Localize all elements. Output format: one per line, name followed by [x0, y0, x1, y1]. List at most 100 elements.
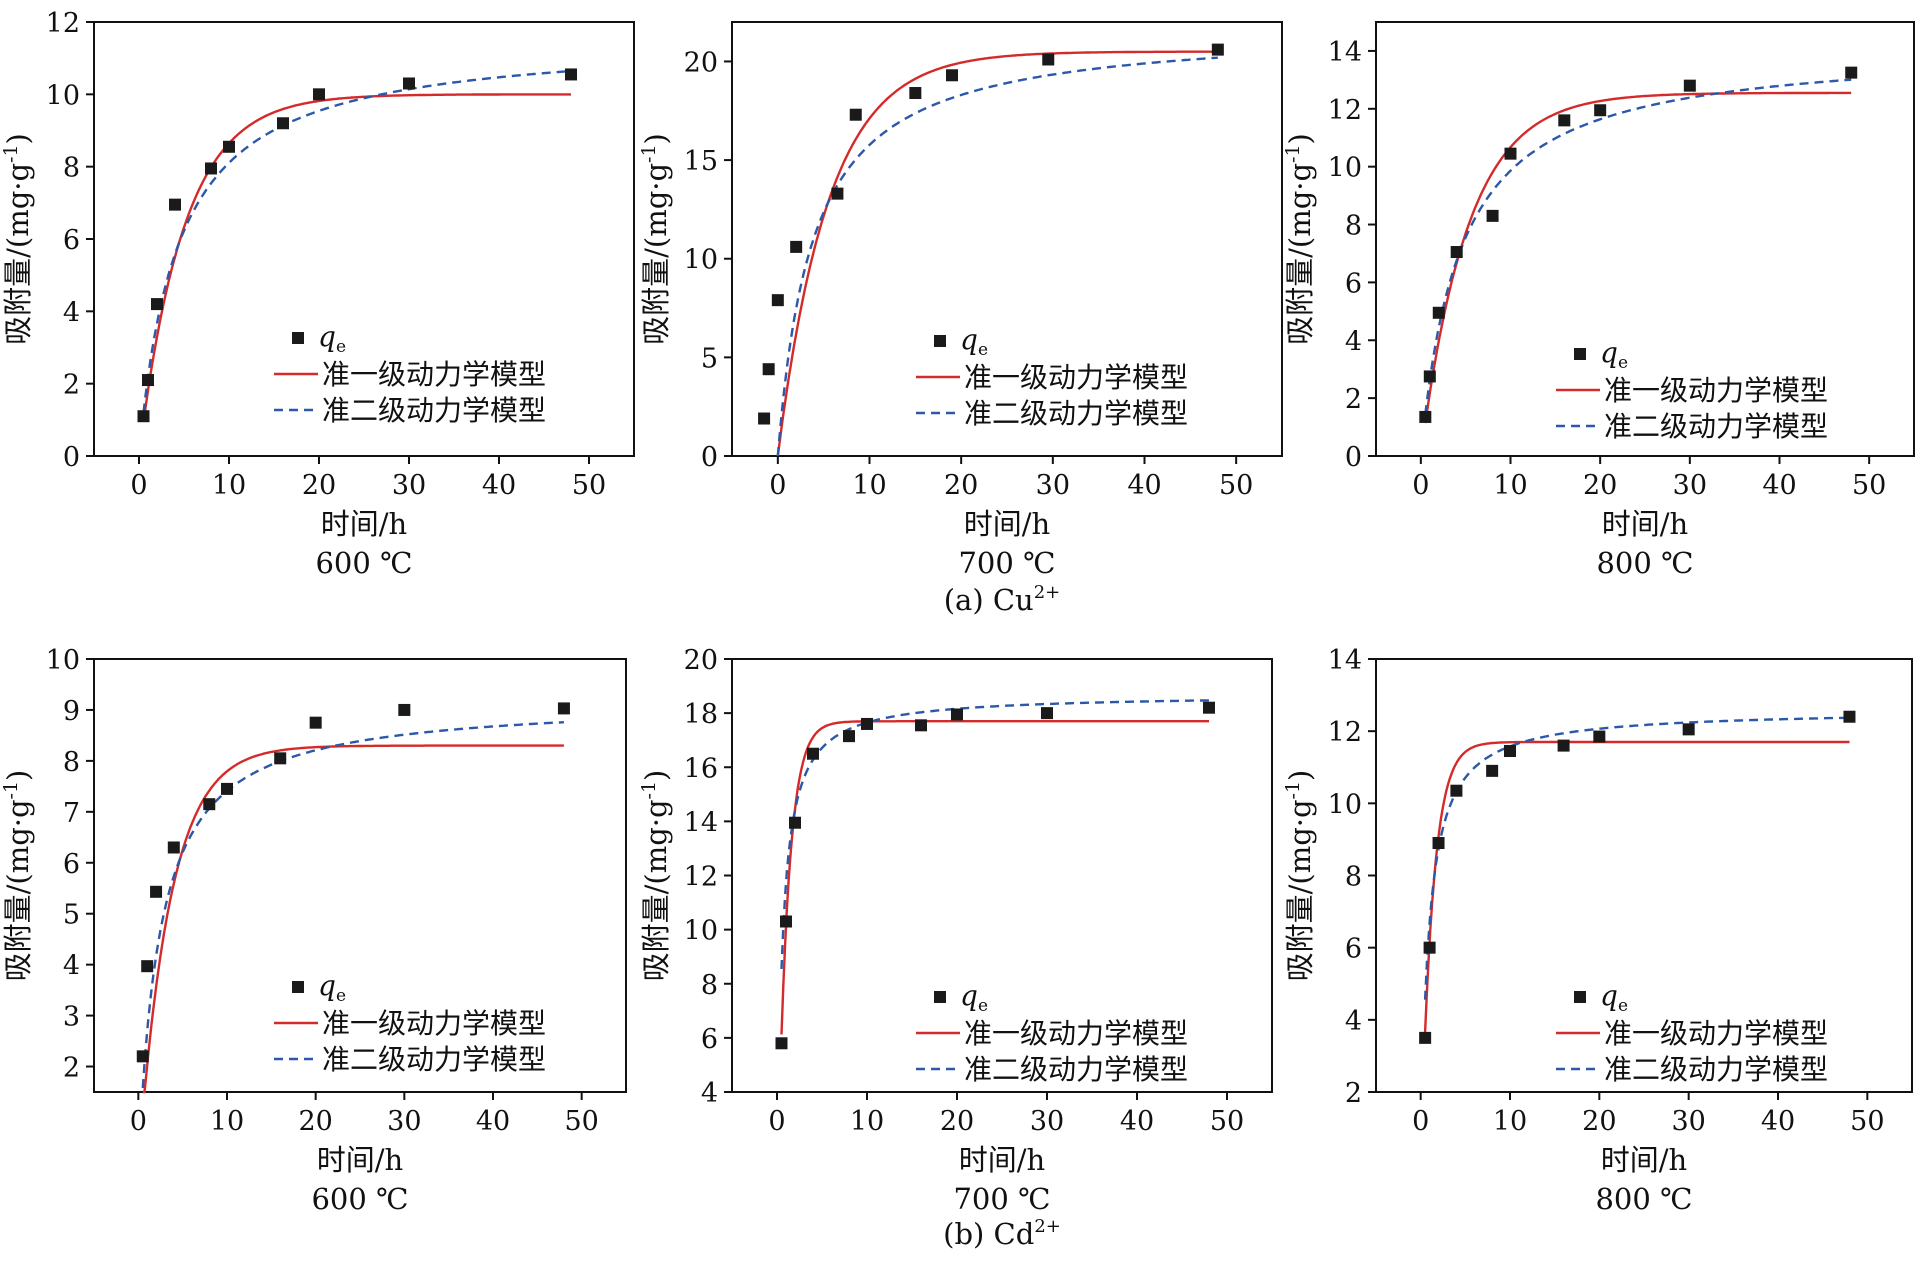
y-tick-label: 20: [684, 645, 718, 676]
x-axis-label: 时间/h: [1602, 507, 1688, 541]
legend-qe-label: qe: [1600, 979, 1628, 1016]
x-tick-label: 20: [940, 1106, 974, 1137]
legend-pso-label: 准二级动力学模型: [964, 1053, 1188, 1086]
qe-data-point: [946, 69, 958, 81]
chart-panel-2: 0 10 20 30 40 50 0 5 10 15 20 时间/h 700 ℃ 吸附量/(mg·g-1)…: [638, 22, 1282, 580]
qe-data-point: [951, 708, 963, 720]
x-tick-label: 50: [1852, 470, 1886, 501]
y-tick-label: 6: [701, 1024, 718, 1055]
qe-data-point: [861, 718, 873, 730]
legend: qe准一级动力学模型准二级动力学模型: [1556, 979, 1828, 1086]
x-tick-label: 0: [769, 470, 786, 501]
x-tick-label: 50: [564, 1106, 598, 1137]
y-tick-label: 4: [63, 297, 80, 328]
y-axis-label: 吸附量/(mg·g-1): [1282, 133, 1317, 345]
qe-data-point: [1558, 114, 1570, 126]
chart-panel-3: 0 10 20 30 40 5002468101214时间/h800 ℃吸附量/(mg·g…: [1282, 22, 1914, 580]
qe-data-point: [1212, 44, 1224, 56]
qe-data-point: [789, 817, 801, 829]
x-tick-label: 40: [482, 470, 516, 501]
qe-data-point: [150, 886, 162, 898]
x-tick-label: 30: [1036, 470, 1070, 501]
y-tick-label: 12: [1328, 717, 1362, 748]
x-tick-label: 20: [1583, 470, 1617, 501]
temperature-label: 800 ℃: [1596, 546, 1693, 580]
qe-data-point: [1843, 711, 1855, 723]
qe-data-point: [1451, 246, 1463, 258]
y-tick-label: 8: [1345, 862, 1362, 893]
x-tick-label: 40: [476, 1106, 510, 1137]
legend-pso-label: 准二级动力学模型: [322, 1043, 546, 1076]
pso-fit-curve: [1425, 718, 1849, 1000]
qe-data-point: [1845, 67, 1857, 79]
row-caption-cu-prefix: (a) Cu: [944, 583, 1034, 617]
x-tick-label: 0: [130, 470, 147, 501]
y-tick-label: 14: [684, 807, 718, 838]
qe-data-point: [1486, 765, 1498, 777]
y-tick-label: 10: [1328, 153, 1362, 184]
qe-data-point: [141, 960, 153, 972]
legend-pfo-label: 准一级动力学模型: [964, 1017, 1188, 1050]
y-tick-label: 0: [701, 442, 718, 473]
y-tick-label: 20: [684, 47, 718, 78]
y-tick-label: 5: [63, 900, 80, 931]
x-tick-label: 50: [1219, 470, 1253, 501]
qe-data-point: [831, 188, 843, 200]
qe-data-point: [565, 68, 577, 80]
x-tick-label: 20: [944, 470, 978, 501]
y-axis-label: 吸附量/(mg·g-1): [638, 770, 673, 982]
qe-data-point: [151, 298, 163, 310]
row-caption-cu: (a) Cu2+: [944, 582, 1061, 617]
y-axis-label: 吸附量/(mg·g-1): [0, 770, 35, 982]
x-axis-label: 时间/h: [1601, 1143, 1687, 1177]
y-tick-label: 5: [701, 343, 718, 374]
y-tick-label: 6: [1345, 268, 1362, 299]
qe-data-point: [169, 199, 181, 211]
x-axis-label: 时间/h: [959, 1143, 1045, 1177]
kinetics-figure: 0 10 20 30 40 50024681012时间/h600 ℃吸附量/(mg·g-1…: [0, 0, 1920, 1264]
legend-pfo-label: 准一级动力学模型: [322, 358, 546, 391]
x-tick-label: 10: [210, 1106, 244, 1137]
row-caption-cu-sup: 2+: [1034, 582, 1061, 603]
qe-data-point: [313, 88, 325, 100]
legend-pfo-label: 准一级动力学模型: [964, 361, 1188, 394]
qe-data-point: [776, 1037, 788, 1049]
legend-qe-marker: [1574, 991, 1586, 1003]
qe-data-point: [403, 77, 415, 89]
y-axis-label: 吸附量/(mg·g-1): [0, 133, 35, 345]
legend-qe-label: qe: [318, 320, 346, 357]
x-tick-label: 40: [1127, 470, 1161, 501]
x-tick-label: 20: [1582, 1106, 1616, 1137]
qe-data-point: [398, 704, 410, 716]
pso-fit-curve: [1425, 80, 1851, 414]
x-tick-label: 50: [572, 470, 606, 501]
legend-pfo-label: 准一级动力学模型: [1604, 374, 1828, 407]
y-tick-label: 18: [684, 699, 718, 730]
legend-qe-label: qe: [960, 323, 988, 360]
x-tick-label: 10: [1493, 470, 1527, 501]
y-tick-label: 12: [46, 8, 80, 39]
x-tick-label: 0: [1412, 1106, 1429, 1137]
y-tick-label: 14: [1328, 645, 1362, 676]
y-axis-label: 吸附量/(mg·g-1): [1282, 770, 1317, 982]
x-tick-label: 10: [1493, 1106, 1527, 1137]
qe-data-point: [790, 241, 802, 253]
y-tick-label: 10: [684, 245, 718, 276]
x-tick-label: 30: [387, 1106, 421, 1137]
y-tick-label: 12: [684, 862, 718, 893]
legend-qe-label: qe: [1600, 336, 1628, 373]
y-tick-label: 6: [63, 849, 80, 880]
x-tick-label: 30: [1030, 1106, 1064, 1137]
qe-data-point: [915, 719, 927, 731]
qe-data-point: [1419, 411, 1431, 423]
qe-data-point: [1419, 1032, 1431, 1044]
temperature-label: 700 ℃: [958, 546, 1055, 580]
pfo-fit-curve: [143, 746, 564, 1092]
chart-panel-5: 0 10 20 30 40 50468101214161820时间/h700 ℃吸附量/(…: [638, 645, 1272, 1216]
qe-data-point: [1433, 837, 1445, 849]
qe-data-point: [1042, 53, 1054, 65]
qe-data-point: [1593, 731, 1605, 743]
x-tick-label: 20: [298, 1106, 332, 1137]
x-tick-label: 0: [1412, 470, 1429, 501]
qe-data-point: [780, 916, 792, 928]
